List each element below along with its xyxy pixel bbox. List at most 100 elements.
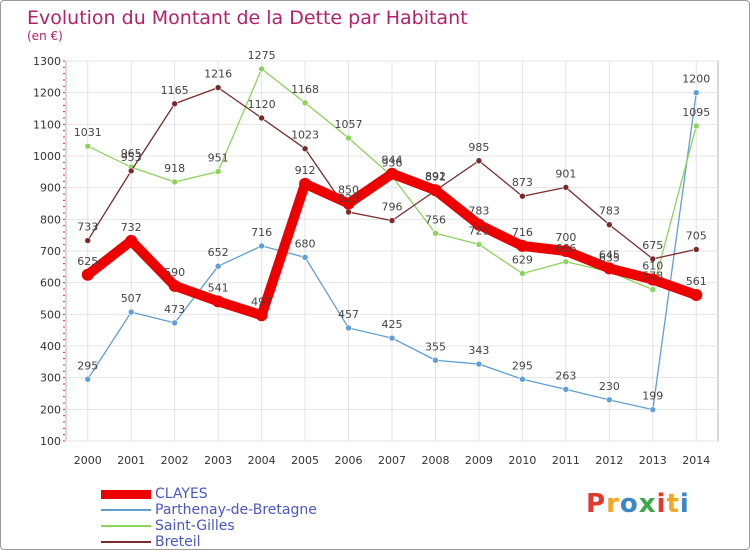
data-label: 507 — [121, 292, 142, 305]
y-tick-label: 200 — [40, 403, 61, 416]
y-minor-tick — [63, 339, 65, 341]
data-label: 716 — [512, 226, 533, 239]
y-minor-tick — [63, 104, 65, 106]
data-label: 783 — [468, 205, 489, 218]
data-point — [171, 178, 178, 186]
y-tick-label: 100 — [40, 435, 61, 448]
data-point — [692, 122, 700, 130]
data-label: 783 — [599, 205, 620, 218]
chart-subtitle: (en €) — [27, 29, 63, 43]
y-minor-tick — [63, 130, 65, 132]
chart-title: Evolution du Montant de la Dette par Hab… — [27, 7, 468, 29]
y-minor-tick — [63, 250, 65, 252]
data-label: 629 — [512, 253, 533, 266]
data-point — [258, 65, 265, 73]
y-minor-tick — [63, 244, 65, 246]
legend-swatch — [101, 541, 151, 543]
data-point — [606, 221, 613, 229]
data-label: 912 — [295, 164, 316, 177]
legend-swatch — [101, 525, 151, 527]
legend-item: Saint-Gilles — [101, 518, 361, 534]
data-label: 497 — [251, 295, 272, 308]
logo-letter: P — [586, 489, 607, 519]
data-label: 635 — [599, 252, 620, 265]
data-point — [345, 208, 352, 216]
y-minor-tick — [63, 60, 65, 62]
y-minor-tick — [63, 218, 65, 220]
data-point — [168, 279, 181, 292]
y-minor-tick — [63, 364, 65, 366]
data-label: 199 — [642, 390, 663, 403]
y-minor-tick — [63, 396, 65, 398]
data-point — [562, 184, 570, 191]
data-point — [519, 192, 526, 200]
data-label: 355 — [425, 340, 446, 353]
y-minor-tick — [63, 98, 65, 100]
y-minor-tick — [63, 212, 65, 214]
y-tick-label: 400 — [40, 340, 61, 353]
data-point — [646, 273, 659, 286]
data-point — [301, 145, 309, 153]
legend-item: Breteil — [101, 534, 361, 550]
y-minor-tick — [63, 237, 65, 239]
data-label: 625 — [77, 255, 98, 268]
x-tick-label: 2002 — [161, 454, 189, 467]
y-minor-tick — [63, 440, 65, 442]
y-minor-tick — [63, 187, 65, 189]
data-label: 578 — [642, 270, 663, 283]
y-tick-label: 900 — [40, 182, 61, 195]
data-label: 1216 — [204, 68, 232, 81]
data-label: 891 — [425, 171, 446, 184]
logo-letter: x — [638, 489, 657, 519]
data-label: 918 — [164, 162, 185, 175]
data-label: 645 — [599, 248, 620, 261]
data-point — [84, 142, 92, 150]
data-point — [388, 334, 396, 342]
data-point — [562, 386, 570, 393]
data-label: 457 — [338, 308, 359, 321]
y-minor-tick — [63, 307, 65, 309]
y-minor-tick — [63, 92, 65, 94]
data-label: 1031 — [74, 126, 102, 139]
y-minor-tick — [63, 301, 65, 303]
data-point — [84, 237, 92, 244]
data-point — [258, 114, 265, 122]
y-tick-label: 1100 — [33, 118, 61, 131]
data-label: 700 — [555, 231, 576, 244]
data-point — [690, 289, 703, 302]
data-label: 675 — [642, 239, 663, 252]
data-label: 541 — [208, 281, 229, 294]
x-tick-label: 2001 — [117, 454, 145, 467]
y-minor-tick — [63, 427, 65, 429]
data-label: 1275 — [248, 49, 276, 62]
x-tick-label: 2014 — [682, 454, 710, 467]
y-minor-tick — [63, 168, 65, 170]
y-minor-tick — [63, 73, 65, 75]
data-label: 473 — [164, 303, 185, 316]
y-tick-label: 1300 — [33, 55, 61, 68]
data-point — [562, 258, 570, 266]
data-point — [692, 89, 700, 96]
data-point — [516, 239, 529, 252]
data-point — [81, 268, 94, 281]
y-minor-tick — [63, 79, 65, 81]
y-minor-tick — [63, 415, 65, 417]
data-point — [345, 324, 352, 332]
y-minor-tick — [63, 434, 65, 436]
legend-label: Breteil — [155, 534, 201, 550]
y-minor-tick — [63, 332, 65, 334]
data-label: 756 — [425, 213, 446, 226]
data-point — [603, 262, 616, 275]
data-label: 732 — [121, 221, 142, 234]
y-tick-label: 300 — [40, 372, 61, 385]
data-point — [214, 84, 222, 91]
y-minor-tick — [63, 180, 65, 182]
data-label: 965 — [121, 147, 142, 160]
y-minor-tick — [63, 377, 65, 379]
data-label: 985 — [468, 141, 489, 154]
data-label: 590 — [164, 266, 185, 279]
data-point — [342, 197, 355, 210]
data-point — [127, 308, 135, 316]
y-minor-tick — [63, 421, 65, 423]
